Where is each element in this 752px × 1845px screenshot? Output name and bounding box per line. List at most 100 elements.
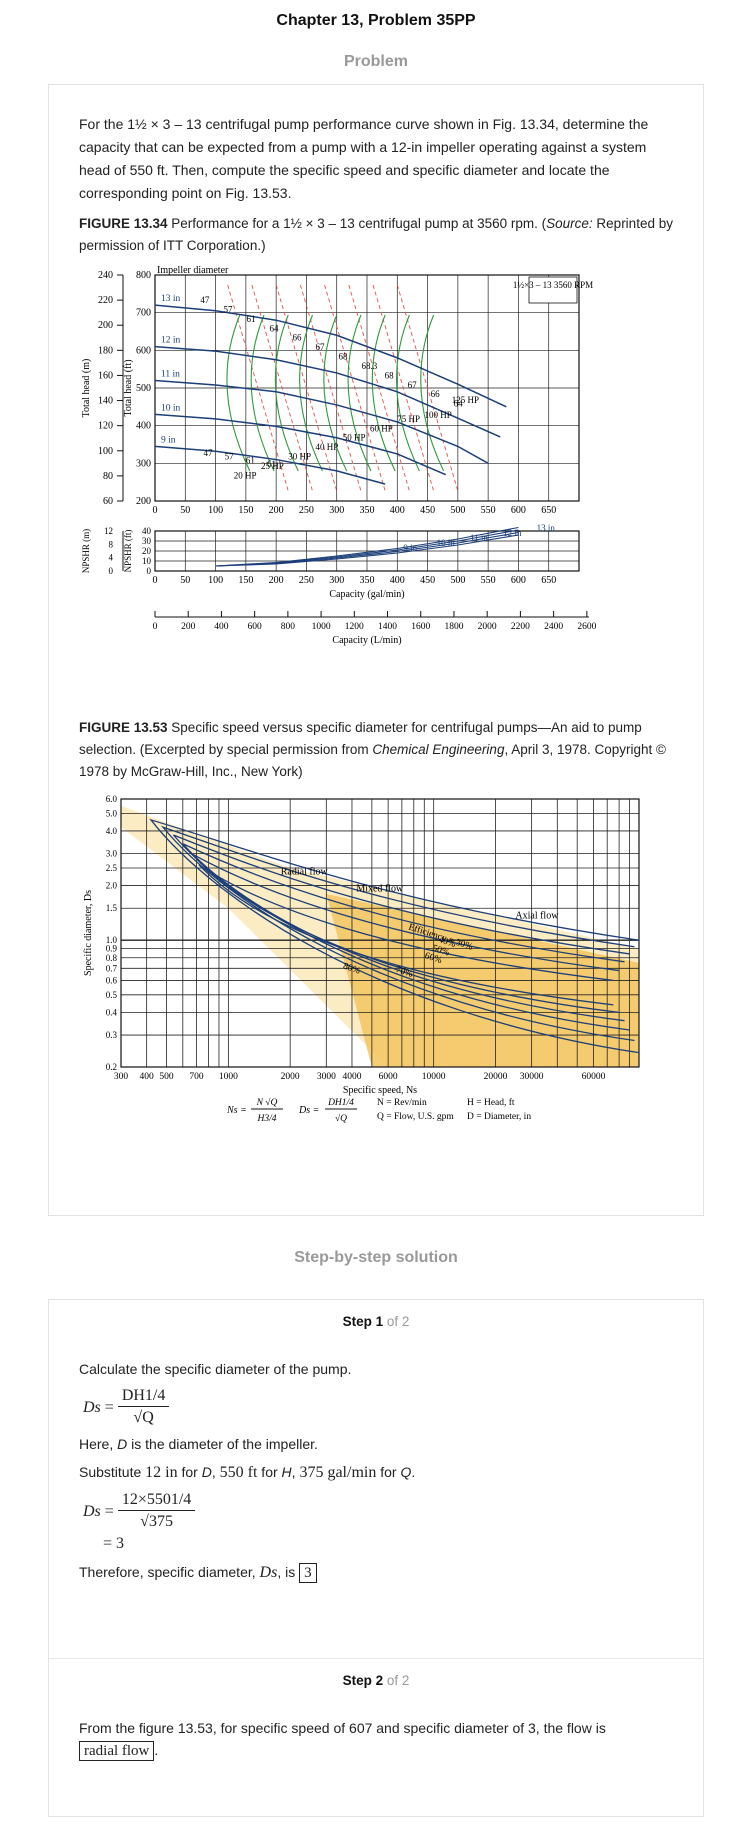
x-tick-label: 550 <box>481 505 496 516</box>
efficiency-label: 66 <box>292 333 302 343</box>
sub-a: Substitute <box>79 1464 146 1480</box>
npsh-y-tick-label: 10 <box>142 556 152 566</box>
y-label: Specific diameter, Ds <box>83 890 94 976</box>
hp-label: 60 HP <box>370 423 393 433</box>
npsh-x-tick-label: 0 <box>153 575 158 586</box>
figure-2-caption-journal: Chemical Engineering <box>372 742 505 757</box>
problem-card: For the 1½ × 3 – 13 centrifugal pump per… <box>48 84 704 1216</box>
step-1-label: Step 1 <box>342 1314 384 1329</box>
efficiency-label: 61 <box>246 455 255 465</box>
hp-label: 100 HP <box>425 410 452 420</box>
y-m-tick-label: 160 <box>98 370 113 381</box>
step-2-label: Step 2 <box>342 1673 384 1688</box>
where-b: is the diameter of the impeller. <box>127 1436 318 1452</box>
y-tick-label: 0.5 <box>106 990 118 1000</box>
figure-1-caption-source: Source: <box>546 216 593 231</box>
y-label-ft: Total head (ft) <box>123 359 134 416</box>
npsh-y-m-tick-label: 8 <box>109 539 114 549</box>
figure-1-caption-a: Performance for a 1½ × 3 – 13 centrifuga… <box>167 216 547 231</box>
ds-fraction: DH1/4 √Q <box>117 1386 170 1429</box>
efficiency-label: 67 <box>408 380 418 390</box>
y-tick-label: 0.6 <box>106 975 118 985</box>
efficiency-label: 68 <box>385 370 395 380</box>
efficiency-label: 66 <box>431 389 441 399</box>
npsh-x-tick-label: 450 <box>420 575 435 586</box>
sub-550: 550 ft <box>219 1464 258 1481</box>
eq-sign: = <box>104 1398 114 1416</box>
efficiency-contour <box>250 314 275 472</box>
y-m-tick-label: 140 <box>98 396 113 407</box>
npsh-curve-label: 12 in <box>503 528 522 538</box>
npsh-x-tick-label: 150 <box>238 575 253 586</box>
x-tick-label: 100 <box>208 505 223 516</box>
x2-tick-label: 1200 <box>345 622 364 632</box>
chart-title: Impeller diameter <box>157 265 229 276</box>
sub-12: 12 in <box>145 1464 178 1481</box>
x2-tick-label: 0 <box>153 622 158 632</box>
hp-label: 30 HP <box>288 452 311 462</box>
y-m-tick-label: 100 <box>98 446 113 457</box>
x-tick-label: 700 <box>189 1072 204 1082</box>
x-tick-label: 300 <box>329 505 344 516</box>
ds-lhs: Ds = <box>298 1105 319 1116</box>
ds-num: DH1/4 <box>327 1098 354 1108</box>
ds-symbol: Ds = <box>83 1397 114 1419</box>
solution-heading: Step-by-step solution <box>294 1249 458 1266</box>
step-2-body: From the figure 13.53, for specific spee… <box>49 1699 703 1761</box>
x-tick-label: 10000 <box>422 1072 446 1082</box>
annotation-box <box>528 276 578 304</box>
y-tick-label: 200 <box>136 496 151 507</box>
efficiency-contour <box>299 314 323 472</box>
step-1-body: Calculate the specific diameter of the p… <box>49 1340 703 1584</box>
sub-375: 375 gal/min <box>299 1464 377 1481</box>
y-tick-label: 1.5 <box>106 903 118 913</box>
step-2-end: . <box>154 1742 159 1758</box>
x-tick-label: 30000 <box>520 1072 544 1082</box>
efficiency-contour <box>371 314 396 472</box>
formula-legend: N = Rev/min <box>377 1098 427 1108</box>
figure-2-caption-b: , April 3, 1978. Copyright © 1978 by McG… <box>79 742 666 779</box>
x2-tick-label: 1800 <box>444 622 463 632</box>
x2-tick-label: 600 <box>248 622 263 632</box>
efficiency-contour <box>347 314 372 472</box>
x-tick-label: 4000 <box>342 1072 361 1082</box>
x-tick-label: 0 <box>153 505 158 516</box>
x-tick-label: 600 <box>511 505 526 516</box>
y-tick-label: 600 <box>136 345 151 356</box>
ns-den: H3/4 <box>257 1114 277 1124</box>
ns-num: N √Q <box>256 1097 278 1108</box>
figure-2-caption: FIGURE 13.53 Specific speed versus speci… <box>79 717 673 783</box>
x2-tick-label: 1600 <box>411 622 430 632</box>
step-2-header: Step 2 of 2 <box>49 1659 703 1699</box>
y-tick-label: 0.3 <box>106 1030 118 1040</box>
step-1-answer: 3 <box>299 1563 317 1583</box>
npsh-x-tick-label: 550 <box>481 575 496 586</box>
x-tick-label: 650 <box>541 505 556 516</box>
figure-1-caption: FIGURE 13.34 Performance for a 1½ × 3 – … <box>79 213 673 257</box>
concl-b: , is <box>277 1564 300 1580</box>
efficiency-contour <box>198 864 614 1006</box>
page-title: Chapter 13, Problem 35PP <box>276 12 476 29</box>
step-1-where: Here, D is the diameter of the impeller. <box>79 1433 673 1455</box>
x-tick-label: 20000 <box>484 1072 508 1082</box>
npsh-x-tick-label: 250 <box>299 575 314 586</box>
figure-13-34-chart: 0 50 100 150 200 250 300 350 400 450 500 550 600 6502… <box>81 265 597 646</box>
sub-for-1: for <box>177 1464 202 1480</box>
ds-numerator: DH1/4 <box>117 1386 170 1407</box>
y-m-tick-label: 180 <box>98 345 113 356</box>
ds-calculation: Ds = 12×5501/4 √375 <box>83 1490 673 1533</box>
x-tick-label: 2000 <box>281 1072 300 1082</box>
efficiency-contour <box>149 818 640 1054</box>
npsh-curve-label: 11 in <box>470 533 488 543</box>
head-curve-9in <box>154 445 386 485</box>
efficiency-label: 68.3 <box>362 361 378 371</box>
step-2-of: of 2 <box>383 1673 410 1688</box>
efficiency-contour <box>190 853 620 1014</box>
y-tick-label: 2.5 <box>106 863 118 873</box>
calc-denominator: √375 <box>140 1513 173 1530</box>
calc-numerator: 12×5501/4 <box>117 1490 196 1511</box>
y-tick-label: 0.8 <box>106 953 118 963</box>
efficiency-label: 64 <box>269 323 279 333</box>
x2-tick-label: 1000 <box>312 622 331 632</box>
